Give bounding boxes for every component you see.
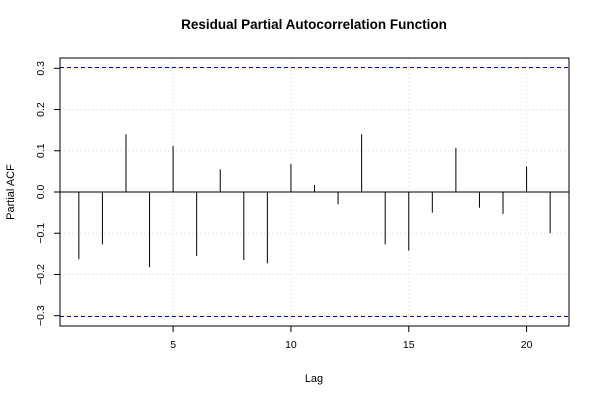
x-tick-label: 15	[403, 339, 415, 351]
y-tick-label: 0.2	[35, 102, 47, 117]
y-tick-label: −0.2	[35, 264, 47, 285]
y-tick-label: −0.1	[35, 223, 47, 244]
pacf-bars	[78, 134, 551, 268]
x-axis: 5 10 15 20	[170, 326, 533, 351]
y-axis-label: Partial ACF	[5, 164, 17, 220]
x-tick-label: 20	[521, 339, 533, 351]
x-tick-label: 5	[170, 339, 176, 351]
y-tick-label: 0.0	[35, 185, 47, 200]
y-axis: −0.3 −0.2 −0.1 0.0 0.1 0.2 0.3	[35, 61, 60, 326]
confidence-bounds	[60, 66, 569, 318]
x-tick-label: 10	[285, 339, 297, 351]
y-tick-label: −0.3	[35, 305, 47, 326]
chart-title: Residual Partial Autocorrelation Functio…	[181, 17, 447, 32]
y-tick-label: 0.1	[35, 143, 47, 158]
grid-lines	[60, 58, 569, 326]
x-axis-label: Lag	[305, 373, 323, 385]
y-tick-label: 0.3	[35, 61, 47, 76]
